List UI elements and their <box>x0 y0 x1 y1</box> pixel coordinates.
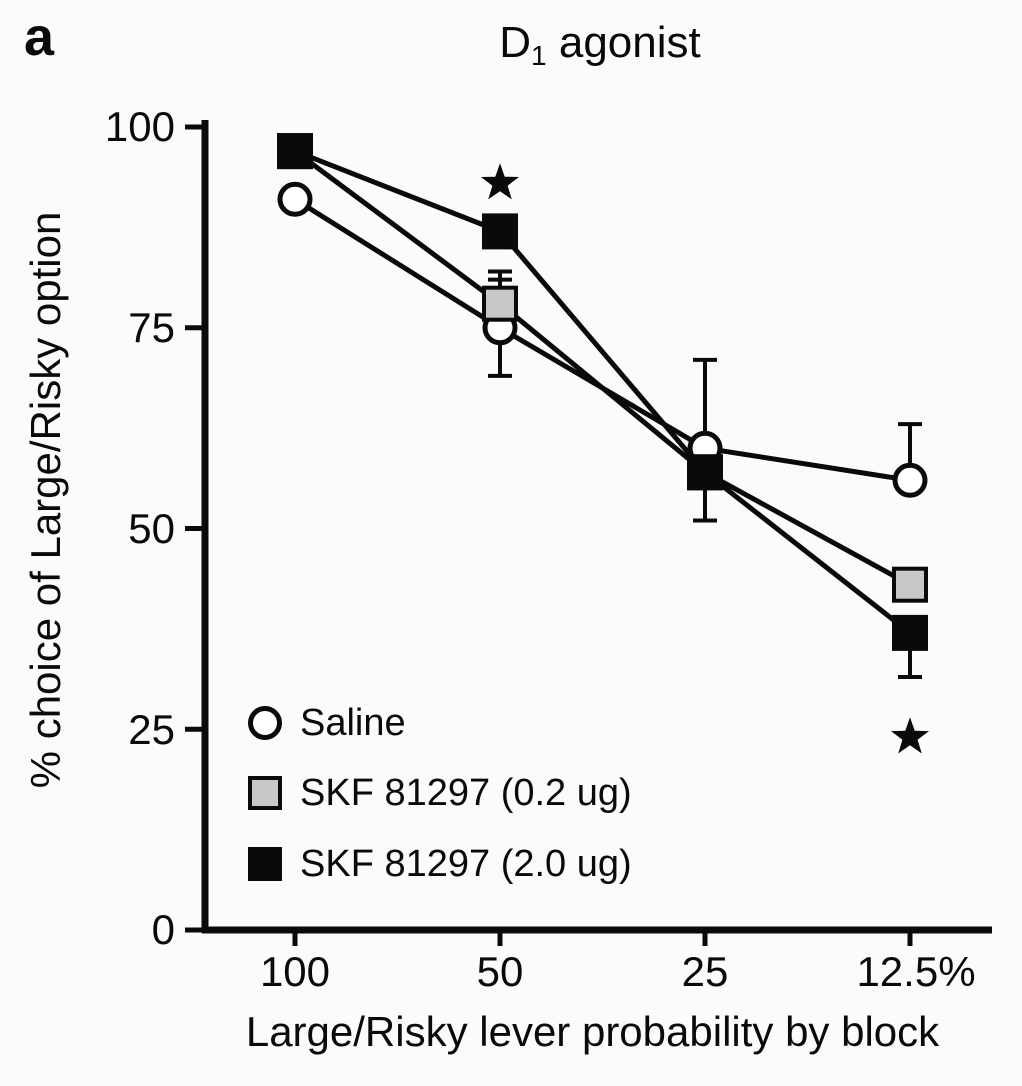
data-point-black-square <box>277 133 313 170</box>
y-tick-label-0: 0 <box>151 906 175 953</box>
chart-title: D1 agonist <box>205 18 995 72</box>
panel-label: a <box>24 7 55 67</box>
x-tick-label-100: 100 <box>259 948 331 995</box>
y-tick-label-100: 100 <box>104 103 175 150</box>
x-axis-label: Large/Risky lever probability by block <box>245 1008 940 1055</box>
legend-item-skf-low-dose: SKF 81297 (0.2 ug) <box>248 768 632 818</box>
data-point-black-square <box>482 213 518 250</box>
gray-square-marker-icon <box>248 776 282 810</box>
x-tick-label-25: 25 <box>681 948 729 995</box>
chart-title-rest: agonist <box>546 18 701 67</box>
data-point-black-square <box>687 454 723 491</box>
legend-item-saline: Saline <box>248 698 406 748</box>
significance-star <box>481 163 519 200</box>
data-point-gray-square <box>892 566 928 603</box>
data-point-open-circle <box>892 462 928 498</box>
x-tick-label-12-5: 12.5% <box>856 948 976 995</box>
y-axis-label: % choice of Large/Risky option <box>22 211 69 789</box>
black-square-marker-icon <box>248 847 282 881</box>
legend-item-skf-high-dose: SKF 81297 (2.0 ug) <box>248 839 632 889</box>
legend-label-skf-low-dose: SKF 81297 (0.2 ug) <box>300 771 632 814</box>
x-tick-label-50: 50 <box>476 948 524 995</box>
data-point-open-circle <box>277 181 313 217</box>
series-line <box>293 197 911 483</box>
y-tick-label-50: 50 <box>128 505 175 552</box>
y-tick-label-75: 75 <box>128 304 175 351</box>
data-point-black-square <box>892 614 928 651</box>
significance-star <box>891 717 929 754</box>
chart-title-main: D <box>499 18 532 67</box>
series-line <box>294 148 912 635</box>
legend-label-saline: Saline <box>300 701 406 744</box>
legend-label-skf-high-dose: SKF 81297 (2.0 ug) <box>300 842 632 885</box>
data-point-gray-square <box>482 285 518 322</box>
y-tick-label-25: 25 <box>128 706 175 753</box>
open-circle-marker-icon <box>248 706 282 740</box>
series-line <box>293 149 912 587</box>
chart-title-subscript: 1 <box>531 40 547 71</box>
